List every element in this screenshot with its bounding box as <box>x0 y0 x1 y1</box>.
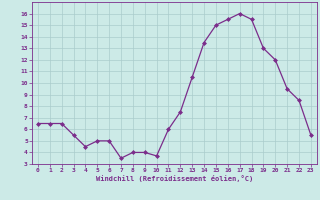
X-axis label: Windchill (Refroidissement éolien,°C): Windchill (Refroidissement éolien,°C) <box>96 175 253 182</box>
